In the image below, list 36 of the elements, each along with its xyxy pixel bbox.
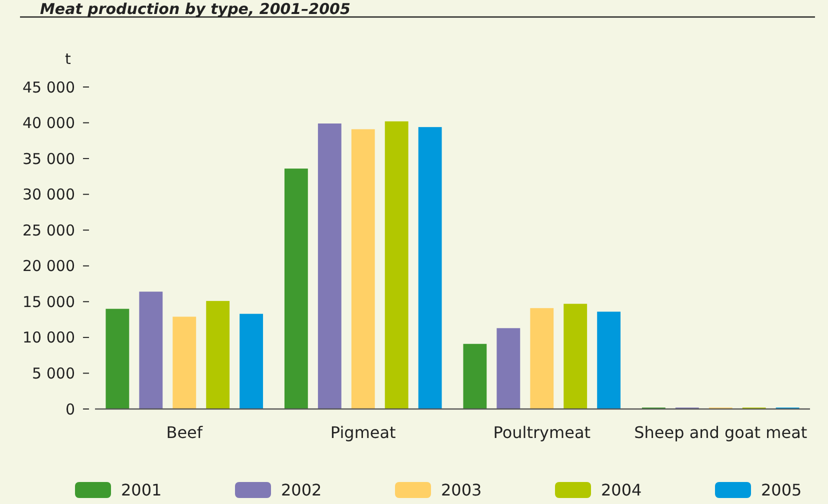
y-tick-label: 40 000: [22, 114, 75, 132]
chart-title: Meat production by type, 2001–2005: [40, 0, 350, 18]
y-tick-label: 15 000: [22, 292, 75, 311]
y-tick-label: 25 000: [22, 221, 75, 240]
bar: [384, 121, 408, 409]
bar: [284, 168, 308, 409]
y-tick-label: 45 000: [22, 78, 75, 96]
x-tick-label: Poultrymeat: [493, 423, 591, 442]
bar: [172, 316, 196, 409]
bar: [564, 304, 588, 409]
legend-label: 2003: [441, 480, 482, 500]
y-tick-label: 10 000: [22, 328, 75, 347]
legend-label: 2001: [121, 480, 162, 500]
x-tick-label: Sheep and goat meat: [634, 423, 808, 442]
bar: [240, 314, 264, 409]
x-tick-label: Beef: [166, 423, 203, 442]
y-tick-label: 0: [65, 400, 75, 418]
bar: [318, 123, 342, 409]
x-tick-label: Pigmeat: [330, 423, 396, 442]
bar: [139, 292, 163, 409]
y-tick-label: 20 000: [22, 257, 75, 276]
bar: [351, 129, 375, 409]
legend-label: 2005: [761, 480, 802, 500]
legend-label: 2004: [601, 480, 642, 500]
y-tick-label: 35 000: [22, 150, 75, 168]
bar: [206, 300, 230, 409]
bar: [106, 308, 130, 409]
y-tick-label: 5 000: [32, 364, 75, 382]
bar: [418, 127, 442, 409]
legend-label: 2002: [281, 480, 322, 500]
bar: [463, 344, 487, 409]
y-axis-title: t: [65, 50, 72, 68]
bar: [496, 328, 520, 409]
bar: [597, 312, 621, 409]
bar: [530, 308, 554, 409]
y-tick-label: 30 000: [22, 186, 75, 204]
